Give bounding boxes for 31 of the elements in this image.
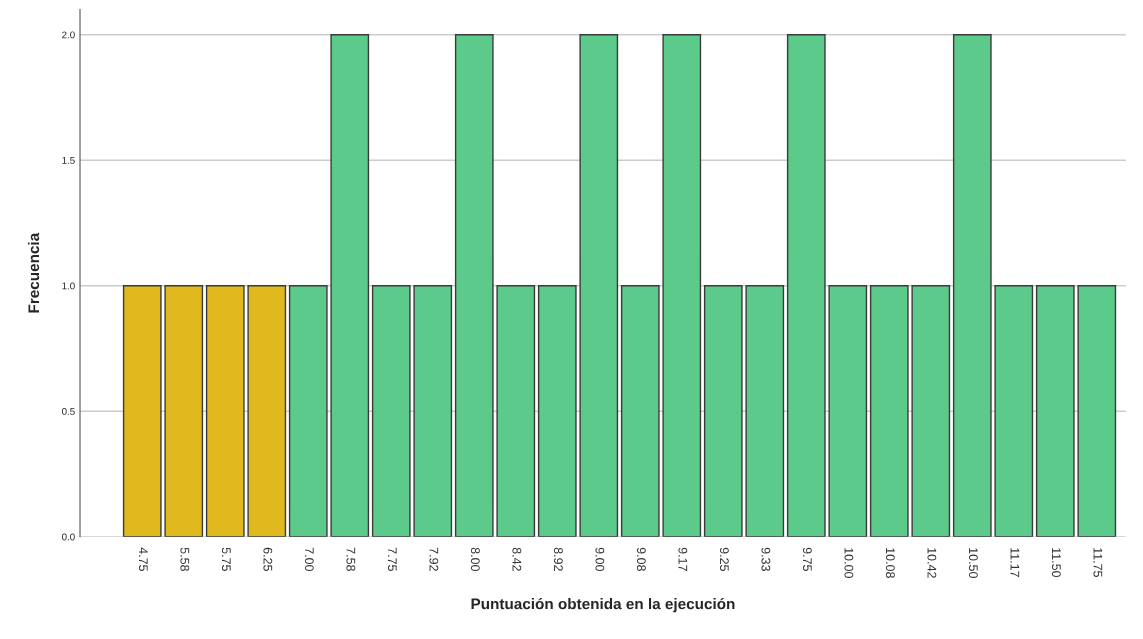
y-axis-title: Frecuencia bbox=[27, 232, 40, 313]
x-tick-label: 11.17 bbox=[1010, 548, 1020, 577]
x-tick-label: 4.75 bbox=[138, 547, 148, 571]
x-tick-label: 10.50 bbox=[968, 548, 978, 578]
x-tick-label: 9.75 bbox=[802, 547, 812, 571]
y-tick-label: 1.0 bbox=[62, 282, 75, 290]
y-tick-label: 2.0 bbox=[62, 31, 75, 39]
x-tick-label: 10.08 bbox=[885, 548, 895, 578]
x-tick-label: 9.33 bbox=[761, 547, 771, 571]
x-tick-label: 11.50 bbox=[1051, 548, 1061, 578]
y-tick-label: 1.5 bbox=[62, 157, 75, 164]
x-tick-label: 11.75 bbox=[1093, 548, 1103, 578]
x-axis-title: Puntuación obtenida en la ejecución bbox=[471, 597, 735, 613]
x-tick-label: 7.92 bbox=[429, 547, 439, 571]
x-tick-label: 5.58 bbox=[180, 547, 190, 571]
x-tick-label: 8.42 bbox=[512, 547, 522, 571]
x-tick-label: 7.58 bbox=[346, 547, 356, 571]
x-tick-label: 7.75 bbox=[387, 547, 397, 571]
x-tick-label: 9.08 bbox=[636, 547, 646, 571]
y-tick-label: 0.5 bbox=[62, 407, 75, 415]
x-tick-label: 10.00 bbox=[844, 548, 854, 578]
x-tick-label: 5.75 bbox=[221, 547, 231, 571]
x-tick-label: 9.00 bbox=[595, 547, 605, 572]
x-tick-label: 9.25 bbox=[719, 547, 729, 571]
x-tick-label: 8.00 bbox=[470, 547, 480, 572]
x-tick-label: 7.00 bbox=[304, 547, 314, 572]
x-tick-label: 10.42 bbox=[927, 548, 937, 578]
y-tick-label: 0.0 bbox=[62, 533, 75, 541]
x-tick-label: 6.25 bbox=[263, 547, 273, 571]
x-tick-label: 8.92 bbox=[553, 547, 563, 571]
x-tick-label: 9.17 bbox=[678, 547, 688, 571]
